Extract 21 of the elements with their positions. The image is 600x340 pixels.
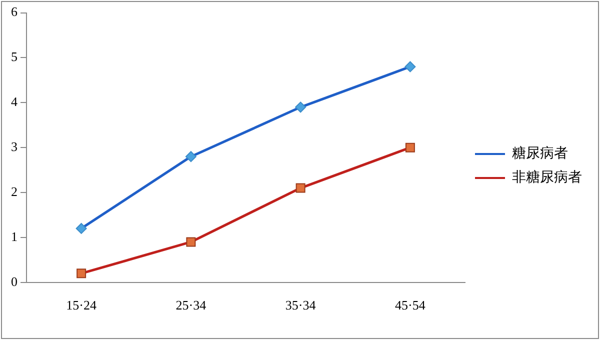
y-tick-label: 0 <box>11 274 18 289</box>
point <box>295 102 306 113</box>
point <box>185 151 196 162</box>
point <box>76 222 87 234</box>
point <box>76 268 86 278</box>
x-tick-label: 25·34 <box>176 298 207 313</box>
y-tick-label: 6 <box>11 4 18 20</box>
y-tick-label: 3 <box>11 139 18 154</box>
point <box>186 237 196 247</box>
legend-label: 糖尿病者 <box>512 146 568 162</box>
point <box>404 61 416 72</box>
x-tick-label: 15·24 <box>66 298 97 313</box>
y-tick-label: 2 <box>11 184 18 199</box>
y-tick-label: 1 <box>11 228 18 244</box>
point <box>405 142 415 152</box>
point <box>296 183 306 193</box>
x-tick-label: 35·34 <box>285 298 316 313</box>
legend-label: 非糖尿病者 <box>512 170 582 186</box>
y-tick-label: 5 <box>11 49 18 64</box>
x-tick-label: 45·54 <box>395 298 426 313</box>
y-tick-label: 4 <box>11 94 18 110</box>
